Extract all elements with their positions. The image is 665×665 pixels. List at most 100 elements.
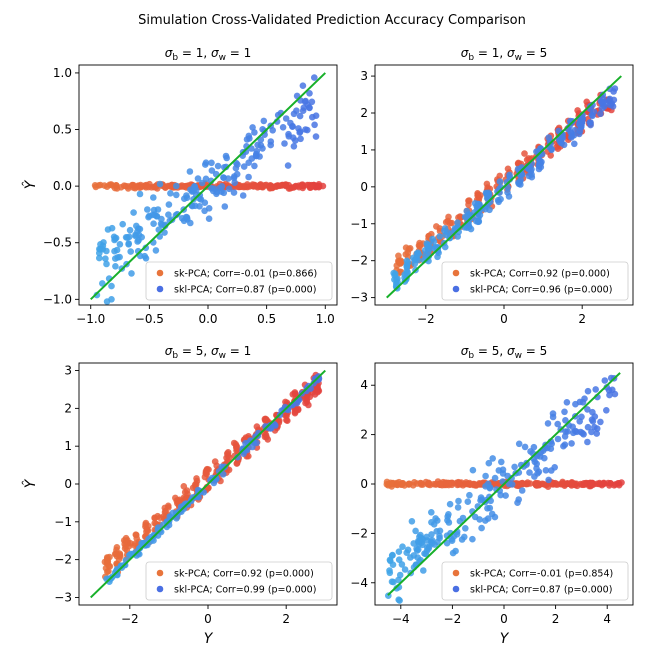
skl-pca-point	[455, 497, 462, 505]
skl-pca-point	[297, 135, 304, 143]
skl-pca-point	[194, 175, 202, 182]
skl-pca-point	[484, 505, 491, 512]
skl-pca-point	[393, 276, 400, 283]
skl-pca-point	[587, 119, 594, 126]
skl-pca-point	[598, 105, 606, 112]
sk-pca-point	[401, 482, 408, 489]
skl-pca-point	[579, 429, 586, 437]
skl-pca-point	[436, 532, 443, 540]
skl-pca-point	[150, 220, 157, 227]
skl-pca-point	[547, 445, 555, 453]
sk-pca-point	[107, 181, 115, 188]
sk-pca-point	[574, 107, 581, 114]
x-tick-label: −4	[392, 612, 410, 626]
skl-pca-point	[515, 440, 523, 448]
skl-pca-point	[482, 517, 489, 524]
panel-title: σb = 1, σw = 1	[165, 46, 252, 63]
panel-3: −2 0 2 −3 −2 −1 0 1 2 3 σb = 5, σw = 1 Ŷ Ysk-PCA; Co…	[21, 344, 338, 647]
sk-pca-point	[521, 150, 528, 157]
skl-pca-point	[234, 453, 241, 461]
skl-pca-point	[186, 168, 194, 175]
sk-pca-point	[474, 191, 482, 198]
y-tick-label: −0.5	[43, 236, 72, 250]
skl-pca-point	[517, 181, 524, 188]
skl-pca-point	[293, 399, 301, 407]
legend-marker-skl-pca	[452, 285, 460, 293]
sk-pca-point	[103, 554, 111, 561]
legend-label-sk-pca: sk-PCA; Corr=0.92 (p=0.000)	[174, 569, 314, 580]
skl-pca-point	[232, 164, 240, 172]
skl-pca-point	[403, 549, 411, 556]
skl-pca-point	[251, 129, 258, 136]
skl-pca-point	[207, 476, 214, 484]
skl-pca-point	[102, 255, 109, 262]
skl-pca-point	[497, 491, 505, 499]
skl-pca-point	[576, 398, 584, 406]
identity-line	[387, 372, 621, 596]
skl-pca-point	[230, 189, 238, 196]
skl-pca-point	[189, 494, 196, 501]
skl-pca-point	[312, 133, 320, 140]
skl-pca-point	[96, 249, 103, 257]
skl-pca-point	[386, 567, 393, 574]
x-tick-label: 2	[552, 612, 560, 626]
skl-pca-point	[103, 260, 110, 268]
skl-pca-point	[545, 476, 552, 484]
y-tick-label: 3	[360, 69, 368, 83]
sk-pca-point	[284, 417, 291, 425]
skl-pca-point	[173, 191, 180, 199]
skl-pca-point	[463, 207, 471, 215]
sk-pca-point	[193, 477, 201, 485]
skl-pca-point	[464, 498, 472, 506]
skl-pca-point	[549, 413, 557, 421]
sk-pca-point	[614, 480, 622, 487]
skl-pca-point	[173, 182, 180, 190]
skl-pca-point	[611, 390, 619, 398]
y-tick-label: −1.0	[43, 292, 72, 306]
y-tick-label: −4	[350, 576, 368, 590]
skl-pca-point	[165, 201, 173, 208]
x-tick-label: −2	[417, 312, 435, 326]
skl-pca-point	[584, 387, 592, 395]
skl-pca-point	[401, 566, 409, 573]
skl-pca-point	[311, 121, 318, 129]
skl-pca-point	[299, 82, 307, 89]
skl-pca-point	[446, 500, 454, 508]
skl-pca-point	[210, 185, 218, 192]
skl-pca-point	[568, 440, 575, 447]
skl-pca-point	[442, 231, 450, 239]
panel-1: −1.0 −0.5 0.0 0.5 1.0 −1.0 −0.5 0.0 0.5 1.0 σb = 1…	[21, 46, 338, 326]
skl-pca-point	[414, 249, 422, 256]
skl-pca-point	[588, 428, 595, 436]
skl-pca-point	[119, 220, 126, 228]
skl-pca-point	[188, 188, 196, 195]
sk-pca-point	[263, 433, 270, 441]
skl-pca-point	[563, 399, 571, 406]
skl-pca-point	[484, 480, 492, 488]
skl-pca-point	[597, 97, 605, 105]
x-tick-label: 0	[500, 612, 508, 626]
skl-pca-point	[136, 190, 144, 198]
sk-pca-point	[160, 513, 167, 520]
skl-pca-point	[225, 185, 233, 193]
skl-pca-point	[443, 539, 451, 547]
skl-pca-point	[425, 241, 433, 249]
y-tick-label: 3	[64, 364, 72, 378]
skl-pca-point	[285, 130, 292, 138]
skl-pca-point	[496, 178, 504, 185]
x-tick-label: −2	[121, 612, 139, 626]
skl-pca-point	[391, 270, 399, 278]
x-tick-label: −2	[444, 612, 462, 626]
skl-pca-point	[531, 458, 539, 466]
skl-pca-point	[284, 162, 292, 169]
skl-pca-point	[388, 578, 396, 585]
skl-pca-point	[454, 219, 461, 226]
sk-pca-point	[445, 480, 452, 488]
skl-pca-point	[213, 190, 220, 198]
sk-pca-point	[307, 183, 314, 190]
sk-pca-point	[436, 481, 444, 489]
legend: sk-PCA; Corr=-0.01 (p=0.854) skl-PCA; Cor…	[441, 561, 629, 601]
sk-pca-point	[568, 482, 575, 489]
skl-pca-point	[556, 136, 563, 144]
suptitle: Simulation Cross-Validated Prediction Ac…	[138, 13, 526, 28]
